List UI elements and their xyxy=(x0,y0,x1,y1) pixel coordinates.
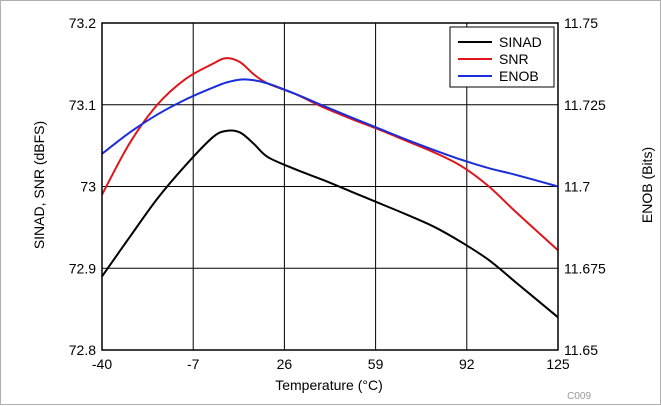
y2-axis-ticks: 11.75 11.725 11.7 11.675 11.65 xyxy=(564,15,606,358)
y-tick-label: 72.8 xyxy=(69,342,96,358)
y2-axis-label: ENOB (Bits) xyxy=(639,147,655,223)
x-tick-label: 59 xyxy=(368,356,384,372)
legend-label-enob: ENOB xyxy=(499,68,539,84)
figure-code: C009 xyxy=(567,391,591,402)
x-tick-label: -7 xyxy=(187,356,200,372)
y2-tick-label: 11.65 xyxy=(564,342,598,358)
legend-label-snr: SNR xyxy=(499,51,529,67)
series-line-sinad xyxy=(101,129,559,319)
y-axis-ticks: 73.2 73.1 73 72.9 72.8 xyxy=(69,15,96,358)
y-tick-label: 72.9 xyxy=(69,260,96,276)
y-axis-label: SINAD, SNR (dBFS) xyxy=(31,121,47,249)
x-tick-label: 92 xyxy=(459,356,475,372)
y2-tick-label: 11.675 xyxy=(564,260,606,276)
legend-box xyxy=(449,26,555,88)
y-tick-label: 73.1 xyxy=(69,97,96,113)
x-axis-ticks: -40 -7 26 59 92 125 xyxy=(92,356,570,372)
legend-label-sinad: SINAD xyxy=(499,34,542,50)
y2-tick-label: 11.725 xyxy=(564,97,606,113)
x-tick-label: 26 xyxy=(277,356,293,372)
series-layer xyxy=(101,57,559,319)
y-tick-label: 73 xyxy=(80,179,96,195)
x-tick-label: 125 xyxy=(546,356,570,372)
plot-border xyxy=(101,22,559,351)
x-axis-label: Temperature (°C) xyxy=(275,377,383,393)
y2-tick-label: 11.7 xyxy=(564,179,590,195)
x-tick-label: -40 xyxy=(92,356,112,372)
y-tick-label: 73.2 xyxy=(69,15,96,31)
series-line-enob xyxy=(101,78,559,188)
y2-tick-label: 11.75 xyxy=(564,15,598,31)
